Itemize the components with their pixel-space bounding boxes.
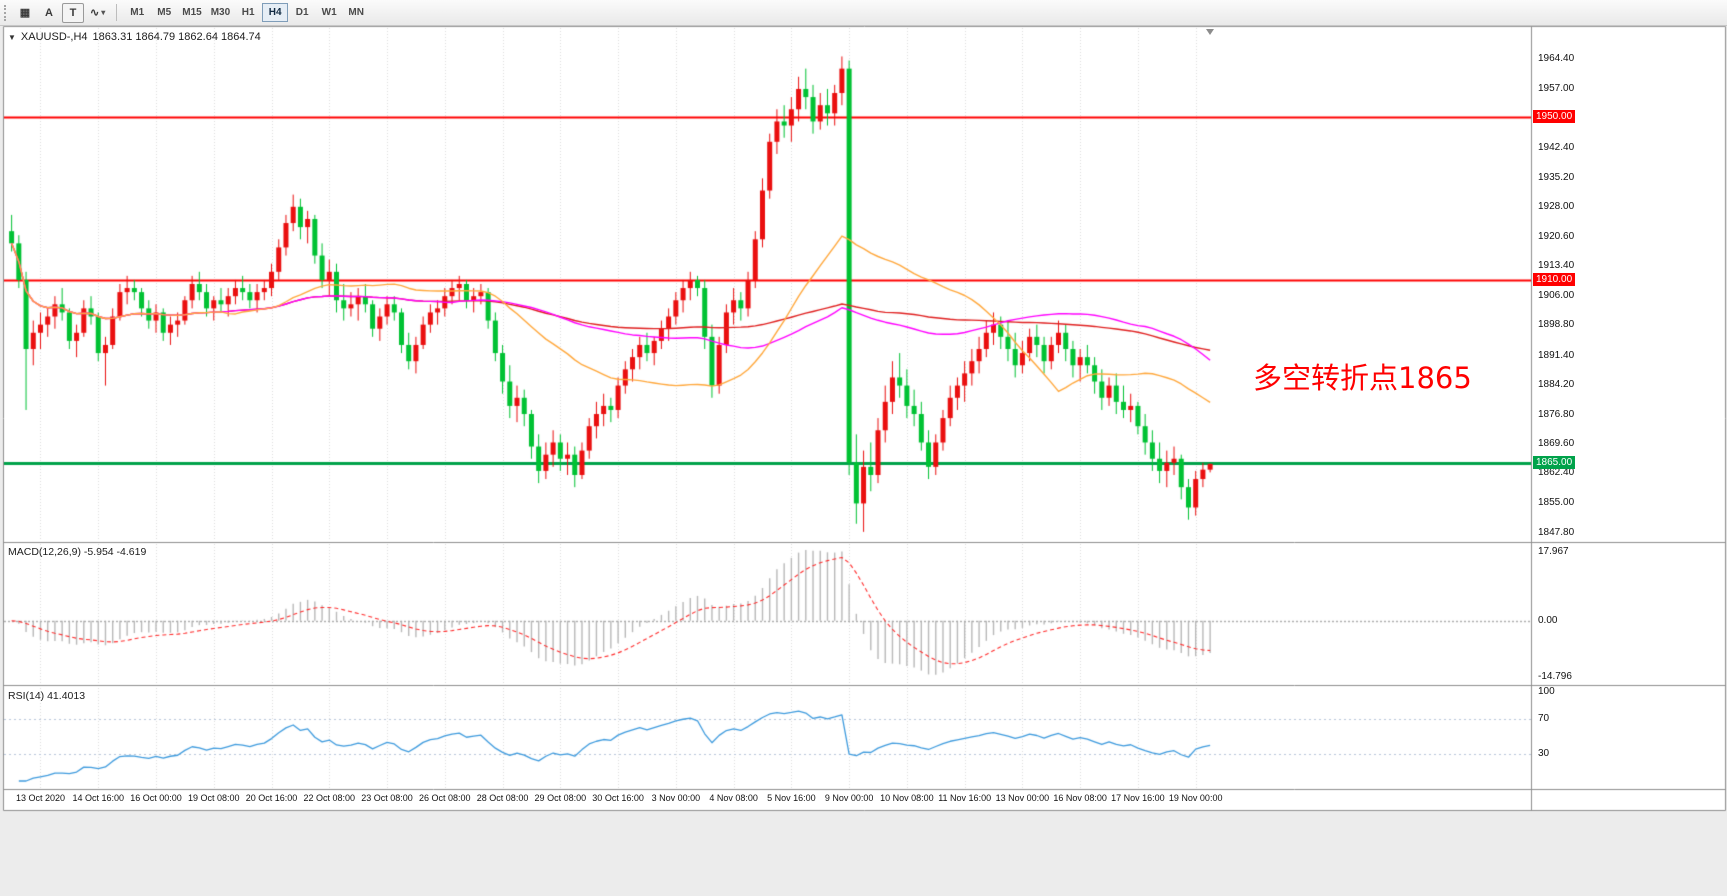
text-tool-icon: T [69,6,77,19]
price-tick: 1891.40 [1538,349,1575,361]
timeframe-button-m15[interactable]: M15 [182,7,202,18]
ohlc-values: 1863.31 1864.79 1862.64 1864.74 [92,31,261,43]
toolbar-grip[interactable] [4,4,8,21]
time-tick: 4 Nov 08:00 [709,793,758,803]
collapse-arrow-icon[interactable]: ▼ [8,32,16,42]
price-tick: 1855.00 [1538,497,1575,509]
time-tick: 14 Oct 16:00 [72,793,125,803]
chart-annotation-text[interactable]: 多空转折点1865 [1253,361,1472,395]
price-line-label: 1950.00 [1533,110,1576,124]
time-tick: 13 Oct 2020 [15,793,66,803]
price-tick: 1957.00 [1538,82,1575,94]
shapes-tool-icon: ∿ [90,7,100,19]
time-tick: 29 Oct 08:00 [534,793,587,803]
time-tick: 11 Nov 16:00 [938,793,992,803]
price-axis[interactable]: 1964.40 1957.00 1942.40 1935.20 1928.00 1920.… [1532,26,1726,810]
price-tick: 1935.20 [1538,171,1575,183]
arrow-tool-icon: A [45,6,53,19]
time-tick: 9 Nov 00:00 [824,793,874,803]
rsi-axis-tick: 70 [1538,712,1550,724]
price-tick: 1862.40 [1538,467,1575,479]
price-tick: 1928.00 [1538,200,1575,212]
main-toolbar: ▦ A T ∿ ▾ M1 M5 M15 M30 H1 H4 D1 W1 MN [0,0,1727,26]
price-tick: 1847.80 [1538,526,1575,538]
rsi-axis-tick: 30 [1538,748,1550,760]
price-tick: 1884.20 [1538,378,1575,390]
rsi-axis-tick: 100 [1538,686,1555,697]
timeframe-button-mn[interactable]: MN [348,7,364,18]
time-tick: 22 Oct 08:00 [303,793,356,803]
time-tick: 10 Nov 08:00 [880,793,934,803]
shapes-dropdown-button[interactable]: ∿ ▾ [86,3,109,23]
time-tick: 13 Nov 00:00 [995,793,1050,803]
price-tick: 1964.40 [1538,52,1575,64]
price-tick: 1876.80 [1538,408,1575,420]
price-line-label: 1910.00 [1533,272,1576,286]
timeframe-button-h1[interactable]: H1 [241,7,255,18]
macd-axis-tick: -14.796 [1538,671,1572,682]
time-tick: 3 Nov 00:00 [651,793,701,803]
rsi-indicator-label: RSI(14) 41.4013 [8,690,86,702]
time-axis[interactable]: 13 Oct 2020 14 Oct 16:00 16 Oct 00:00 19 Oc… [3,789,1531,810]
chart-title: ▼ XAUUSD-,H4 1863.31 1864.79 1862.64 186… [8,31,261,43]
time-tick: 19 Nov 00:00 [1168,793,1223,803]
timeframe-button-m5[interactable]: M5 [157,7,172,18]
time-tick: 30 Oct 16:00 [592,793,644,803]
chart-grid-button[interactable]: ▦ [14,3,36,23]
time-tick: 5 Nov 16:00 [767,793,816,803]
timeframe-button-h4[interactable]: H4 [262,3,289,22]
chart-shift-marker-icon[interactable] [1206,29,1214,35]
timeframe-button-d1[interactable]: D1 [295,7,309,18]
arrow-tool-button[interactable]: A [38,3,60,23]
price-tick: 1920.60 [1538,230,1575,242]
time-tick: 17 Nov 16:00 [1111,793,1165,803]
time-tick: 16 Oct 00:00 [130,793,182,803]
timeframe-button-w1[interactable]: W1 [321,7,337,18]
timeframe-button-m30[interactable]: M30 [210,7,231,18]
time-tick: 23 Oct 08:00 [361,793,413,803]
chevron-down-icon: ▾ [101,8,106,17]
macd-indicator-label: MACD(12,26,9) -5.954 -4.619 [8,546,147,558]
time-tick: 20 Oct 16:00 [245,793,298,803]
price-tick: 1942.40 [1538,142,1575,154]
time-tick: 16 Nov 08:00 [1053,793,1107,803]
chart-grid-icon: ▦ [19,7,31,19]
price-tick: 1869.60 [1538,438,1575,450]
timeframe-button-group: M1 M5 M15 M30 H1 H4 D1 W1 MN [124,3,369,22]
toolbar-separator [116,4,118,21]
price-tick: 1913.40 [1538,260,1575,272]
text-tool-button[interactable]: T [62,2,84,23]
macd-axis-tick: 0.00 [1538,614,1558,626]
time-tick: 19 Oct 08:00 [187,793,240,803]
time-tick: 28 Oct 08:00 [476,793,529,803]
timeframe-button-m1[interactable]: M1 [130,7,145,18]
macd-axis-tick: 17.967 [1538,546,1569,557]
price-line-label: 1865.00 [1533,455,1576,469]
symbol-timeframe-label: XAUUSD-,H4 [20,31,88,43]
price-tick: 1898.80 [1538,319,1575,331]
time-tick: 26 Oct 08:00 [419,793,471,803]
price-tick: 1906.00 [1538,290,1575,302]
